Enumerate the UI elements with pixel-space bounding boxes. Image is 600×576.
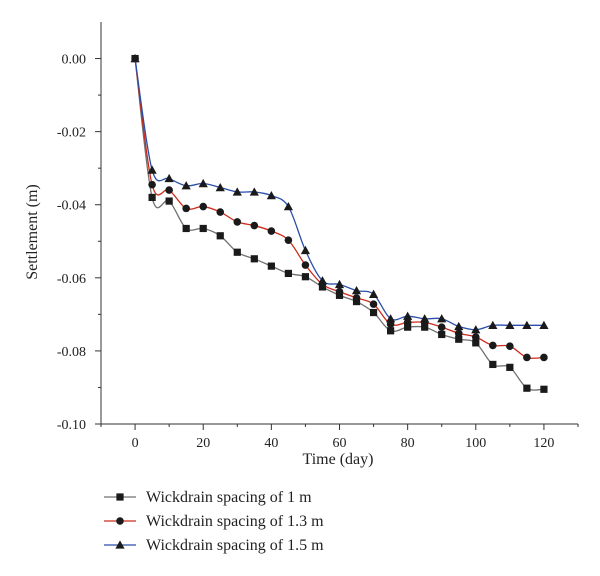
- data-point: [471, 333, 480, 341]
- y-tick-label: -0.06: [57, 272, 86, 287]
- data-point: [130, 53, 140, 63]
- data-point: [233, 248, 241, 256]
- data-point: [300, 245, 311, 255]
- series-wickdrain-spacing-of-1-3-m: [131, 54, 548, 362]
- data-point: [216, 208, 225, 216]
- legend-item: Wickdrain spacing of 1.3 m: [104, 513, 324, 530]
- data-point: [199, 202, 208, 211]
- data-point: [404, 323, 412, 331]
- data-point: [181, 181, 191, 190]
- data-point: [420, 314, 430, 323]
- data-point: [249, 187, 259, 196]
- series-group: [130, 53, 549, 393]
- data-point: [165, 197, 173, 205]
- data-point: [454, 321, 464, 331]
- data-point: [505, 320, 515, 330]
- data-point: [266, 190, 276, 200]
- data-point: [523, 384, 531, 392]
- data-point: [351, 286, 362, 295]
- series-line: [134, 58, 544, 359]
- legend: Wickdrain spacing of 1 m Wickdrain spacin…: [104, 489, 324, 554]
- data-point: [523, 353, 531, 362]
- data-point: [369, 308, 378, 317]
- data-point: [403, 311, 413, 320]
- x-axis-title: Time (day): [303, 451, 374, 468]
- x-tick-label: 80: [401, 436, 415, 451]
- data-point: [216, 232, 224, 240]
- data-point: [250, 255, 258, 263]
- data-point: [148, 180, 156, 189]
- data-point: [147, 165, 157, 174]
- y-tick-label: -0.02: [57, 126, 86, 141]
- x-tick-label: 0: [132, 436, 139, 451]
- data-point: [165, 186, 173, 194]
- y-tick-label: -0.10: [57, 418, 86, 433]
- y-tick-label: -0.04: [57, 199, 86, 214]
- data-point: [454, 329, 463, 338]
- data-point: [506, 363, 514, 371]
- legend-label: Wickdrain spacing of 1.5 m: [146, 537, 324, 554]
- data-point: [368, 289, 379, 298]
- data-point: [182, 204, 190, 213]
- data-point: [232, 187, 242, 196]
- data-point: [386, 314, 396, 323]
- data-point: [472, 339, 480, 347]
- y-axis-title: Settlement (m): [24, 184, 41, 280]
- data-point: [267, 262, 275, 270]
- data-point: [522, 320, 532, 330]
- legend-marker: [115, 540, 125, 549]
- data-point: [284, 236, 293, 244]
- data-point: [182, 224, 190, 233]
- y-tick-label: 0.00: [62, 53, 87, 68]
- data-point: [317, 276, 328, 285]
- data-point: [455, 335, 463, 343]
- x-tick-label: 20: [196, 436, 210, 451]
- data-point: [199, 224, 207, 233]
- y-tick-label: -0.08: [57, 345, 86, 360]
- data-point: [283, 201, 293, 211]
- data-point: [267, 227, 276, 235]
- data-point: [301, 261, 310, 269]
- data-point: [301, 273, 310, 281]
- legend-label: Wickdrain spacing of 1 m: [146, 489, 312, 506]
- data-point: [488, 320, 498, 330]
- x-tick-label: 120: [533, 436, 554, 451]
- data-point: [540, 385, 548, 393]
- data-point: [148, 193, 156, 202]
- data-point: [233, 218, 242, 226]
- data-point: [352, 294, 361, 302]
- data-point: [198, 178, 208, 188]
- data-point: [421, 323, 429, 331]
- data-point: [539, 320, 549, 330]
- legend-label: Wickdrain spacing of 1.3 m: [146, 513, 324, 530]
- x-tick-label: 60: [333, 436, 347, 451]
- data-point: [489, 341, 497, 350]
- data-point: [506, 342, 514, 350]
- data-point: [403, 318, 412, 327]
- data-point: [334, 279, 345, 289]
- data-point: [250, 221, 259, 230]
- legend-item: Wickdrain spacing of 1 m: [104, 489, 312, 506]
- data-point: [335, 287, 344, 296]
- data-point: [164, 173, 174, 183]
- legend-marker: [116, 517, 124, 525]
- data-point: [387, 327, 395, 335]
- x-tick-label: 100: [465, 436, 486, 451]
- axes: 0 20 40 60 80 100 120 0.00 -0.02 -0.04 -0.06 -0.08 -…: [57, 22, 579, 451]
- data-point: [369, 300, 378, 308]
- legend-marker: [116, 493, 124, 501]
- data-point: [437, 323, 446, 331]
- data-point: [540, 353, 548, 362]
- data-point: [438, 330, 446, 339]
- data-point: [437, 314, 447, 323]
- legend-item: Wickdrain spacing of 1.5 m: [104, 537, 324, 554]
- data-point: [284, 269, 292, 278]
- data-point: [489, 360, 497, 369]
- x-tick-label: 40: [264, 436, 278, 451]
- data-point: [471, 325, 481, 334]
- data-point: [215, 182, 225, 192]
- series-wickdrain-spacing-of-1-5-m: [130, 53, 549, 334]
